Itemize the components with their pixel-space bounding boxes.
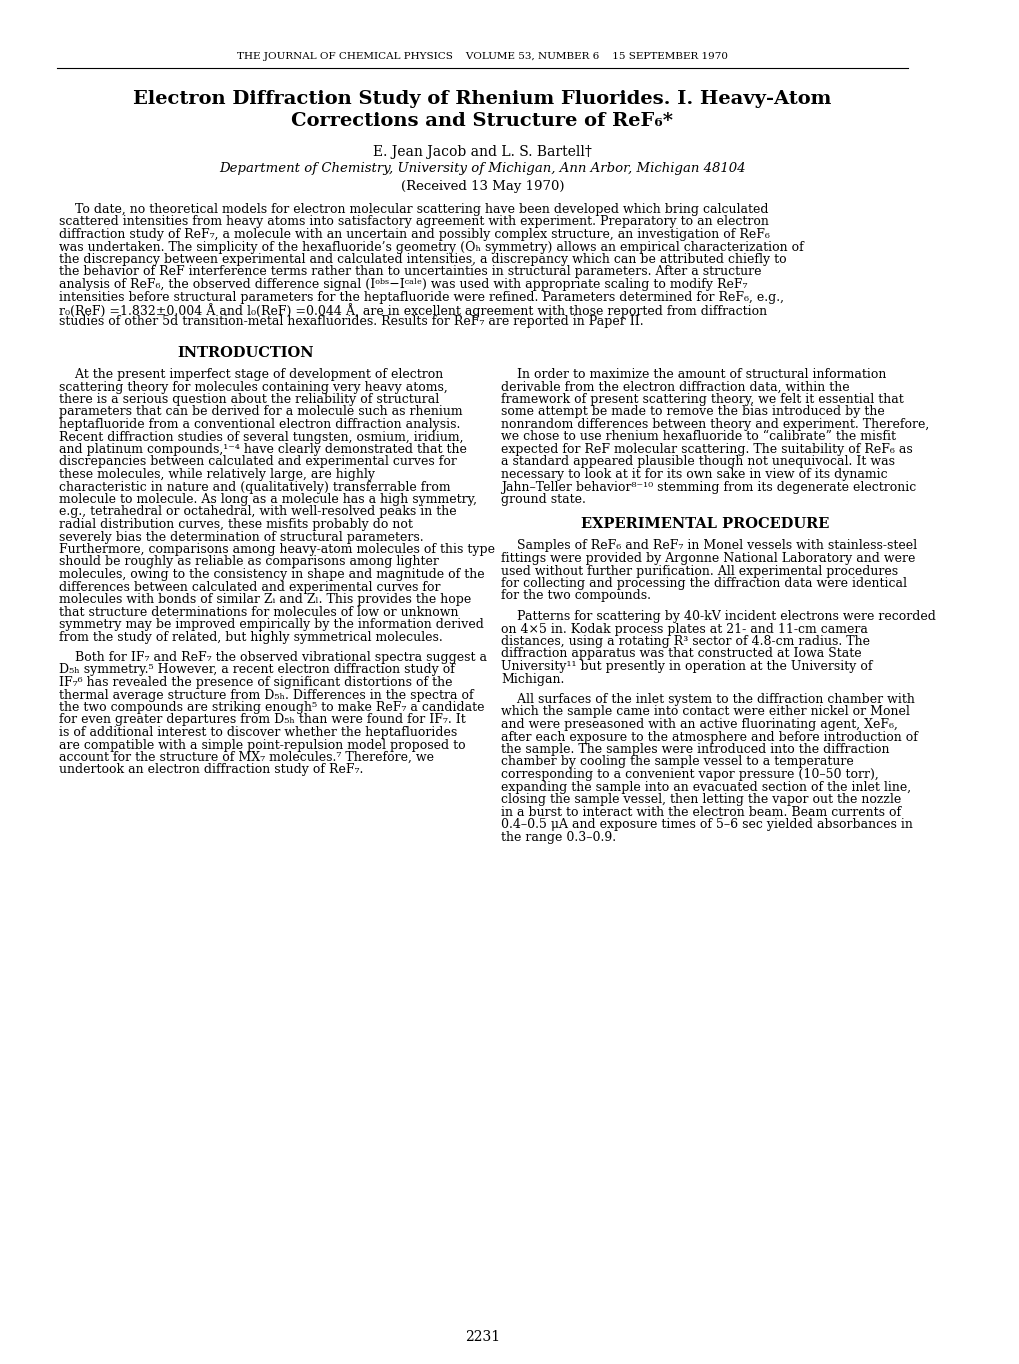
Text: Department of Chemistry, University of Michigan, Ann Arbor, Michigan 48104: Department of Chemistry, University of M…: [219, 162, 745, 175]
Text: these molecules, while relatively large, are highly: these molecules, while relatively large,…: [58, 468, 374, 481]
Text: heptafluoride from a conventional electron diffraction analysis.: heptafluoride from a conventional electr…: [58, 417, 460, 431]
Text: for the two compounds.: for the two compounds.: [501, 589, 651, 603]
Text: some attempt be made to remove the bias introduced by the: some attempt be made to remove the bias …: [501, 405, 884, 419]
Text: r₀(ReF) =1.832±0.004 Å and l₀(ReF) =0.044 Å, are in excellent agreement with tho: r₀(ReF) =1.832±0.004 Å and l₀(ReF) =0.04…: [58, 303, 766, 318]
Text: from the study of related, but highly symmetrical molecules.: from the study of related, but highly sy…: [58, 630, 442, 644]
Text: Patterns for scattering by 40-kV incident electrons were recorded: Patterns for scattering by 40-kV inciden…: [501, 610, 935, 623]
Text: University¹¹ but presently in operation at the University of: University¹¹ but presently in operation …: [501, 660, 872, 672]
Text: we chose to use rhenium hexafluoride to “calibrate” the misfit: we chose to use rhenium hexafluoride to …: [501, 431, 896, 443]
Text: the sample. The samples were introduced into the diffraction: the sample. The samples were introduced …: [501, 743, 889, 756]
Text: distances, using a rotating R³ sector of 4.8-cm radius. The: distances, using a rotating R³ sector of…: [501, 636, 869, 648]
Text: undertook an electron diffraction study of ReF₇.: undertook an electron diffraction study …: [58, 764, 363, 776]
Text: Jahn–Teller behavior⁸⁻¹⁰ stemming from its degenerate electronic: Jahn–Teller behavior⁸⁻¹⁰ stemming from i…: [501, 480, 916, 494]
Text: E. Jean Jacob and L. S. Bartell†: E. Jean Jacob and L. S. Bartell†: [373, 145, 591, 160]
Text: should be roughly as reliable as comparisons among lighter: should be roughly as reliable as compari…: [58, 555, 438, 569]
Text: Both for IF₇ and ReF₇ the observed vibrational spectra suggest a: Both for IF₇ and ReF₇ the observed vibra…: [58, 651, 486, 664]
Text: scattering theory for molecules containing very heavy atoms,: scattering theory for molecules containi…: [58, 381, 447, 393]
Text: and platinum compounds,¹⁻⁴ have clearly demonstrated that the: and platinum compounds,¹⁻⁴ have clearly …: [58, 443, 466, 456]
Text: molecule to molecule. As long as a molecule has a high symmetry,: molecule to molecule. As long as a molec…: [58, 492, 476, 506]
Text: 0.4–0.5 μA and exposure times of 5–6 sec yielded absorbances in: 0.4–0.5 μA and exposure times of 5–6 sec…: [501, 818, 912, 831]
Text: In order to maximize the amount of structural information: In order to maximize the amount of struc…: [501, 368, 886, 381]
Text: D₅ₕ symmetry.⁵ However, a recent electron diffraction study of: D₅ₕ symmetry.⁵ However, a recent electro…: [58, 663, 454, 677]
Text: chamber by cooling the sample vessel to a temperature: chamber by cooling the sample vessel to …: [501, 756, 853, 768]
Text: parameters that can be derived for a molecule such as rhenium: parameters that can be derived for a mol…: [58, 405, 462, 419]
Text: 2231: 2231: [465, 1330, 499, 1344]
Text: (Received 13 May 1970): (Received 13 May 1970): [400, 180, 564, 192]
Text: the range 0.3–0.9.: the range 0.3–0.9.: [501, 831, 615, 843]
Text: Corrections and Structure of ReF₆*: Corrections and Structure of ReF₆*: [291, 112, 673, 130]
Text: are compatible with a simple point-repulsion model proposed to: are compatible with a simple point-repul…: [58, 738, 465, 752]
Text: analysis of ReF₆, the observed difference signal (Iᵒᵇˢ−Iᶜᵃˡᵉ) was used with appr: analysis of ReF₆, the observed differenc…: [58, 278, 746, 291]
Text: which the sample came into contact were either nickel or Monel: which the sample came into contact were …: [501, 705, 909, 719]
Text: used without further purification. All experimental procedures: used without further purification. All e…: [501, 565, 898, 577]
Text: Furthermore, comparisons among heavy-atom molecules of this type: Furthermore, comparisons among heavy-ato…: [58, 543, 494, 557]
Text: is of additional interest to discover whether the heptafluorides: is of additional interest to discover wh…: [58, 726, 457, 739]
Text: molecules, owing to the consistency in shape and magnitude of the: molecules, owing to the consistency in s…: [58, 567, 484, 581]
Text: symmetry may be improved empirically by the information derived: symmetry may be improved empirically by …: [58, 618, 483, 632]
Text: that structure determinations for molecules of low or unknown: that structure determinations for molecu…: [58, 606, 458, 618]
Text: IF₇⁶ has revealed the presence of significant distortions of the: IF₇⁶ has revealed the presence of signif…: [58, 677, 451, 689]
Text: discrepancies between calculated and experimental curves for: discrepancies between calculated and exp…: [58, 456, 457, 468]
Text: Michigan.: Michigan.: [501, 672, 565, 686]
Text: account for the structure of MX₇ molecules.⁷ Therefore, we: account for the structure of MX₇ molecul…: [58, 752, 433, 764]
Text: Electron Diffraction Study of Rhenium Fluorides. I. Heavy-Atom: Electron Diffraction Study of Rhenium Fl…: [133, 90, 830, 108]
Text: after each exposure to the atmosphere and before introduction of: after each exposure to the atmosphere an…: [501, 731, 917, 743]
Text: ground state.: ground state.: [501, 492, 586, 506]
Text: nonrandom differences between theory and experiment. Therefore,: nonrandom differences between theory and…: [501, 417, 928, 431]
Text: in a burst to interact with the electron beam. Beam currents of: in a burst to interact with the electron…: [501, 806, 901, 818]
Text: there is a serious question about the reliability of structural: there is a serious question about the re…: [58, 393, 438, 406]
Text: EXPERIMENTAL PROCEDURE: EXPERIMENTAL PROCEDURE: [580, 517, 828, 532]
Text: necessary to look at it for its own sake in view of its dynamic: necessary to look at it for its own sake…: [501, 468, 888, 481]
Text: diffraction study of ReF₇, a molecule with an uncertain and possibly complex str: diffraction study of ReF₇, a molecule wi…: [58, 228, 768, 241]
Text: scattered intensities from heavy atoms into satisfactory agreement with experime: scattered intensities from heavy atoms i…: [58, 216, 767, 229]
Text: INTRODUCTION: INTRODUCTION: [177, 346, 314, 360]
Text: was undertaken. The simplicity of the hexafluoride’s geometry (Oₕ symmetry) allo: was undertaken. The simplicity of the he…: [58, 240, 803, 254]
Text: corresponding to a convenient vapor pressure (10–50 torr),: corresponding to a convenient vapor pres…: [501, 768, 878, 782]
Text: the behavior of ReF interference terms rather than to uncertainties in structura: the behavior of ReF interference terms r…: [58, 266, 760, 278]
Text: fittings were provided by Argonne National Laboratory and were: fittings were provided by Argonne Nation…: [501, 552, 915, 565]
Text: thermal average structure from D₅ₕ. Differences in the spectra of: thermal average structure from D₅ₕ. Diff…: [58, 689, 473, 701]
Text: the two compounds are striking enough⁵ to make ReF₇ a candidate: the two compounds are striking enough⁵ t…: [58, 701, 484, 713]
Text: studies of other 5d transition-metal hexafluorides. Results for ReF₇ are reporte: studies of other 5d transition-metal hex…: [58, 315, 643, 329]
Text: expected for ReF molecular scattering. The suitability of ReF₆ as: expected for ReF molecular scattering. T…: [501, 443, 912, 456]
Text: molecules with bonds of similar Zᵢ and Zₗ. This provides the hope: molecules with bonds of similar Zᵢ and Z…: [58, 593, 471, 606]
Text: e.g., tetrahedral or octahedral, with well-resolved peaks in the: e.g., tetrahedral or octahedral, with we…: [58, 506, 455, 518]
Text: on 4×5 in. Kodak process plates at 21- and 11-cm camera: on 4×5 in. Kodak process plates at 21- a…: [501, 622, 867, 636]
Text: for even greater departures from D₅ₕ than were found for IF₇. It: for even greater departures from D₅ₕ tha…: [58, 713, 465, 727]
Text: severely bias the determination of structural parameters.: severely bias the determination of struc…: [58, 531, 423, 543]
Text: intensities before structural parameters for the heptafluoride were refined. Par: intensities before structural parameters…: [58, 291, 783, 304]
Text: All surfaces of the inlet system to the diffraction chamber with: All surfaces of the inlet system to the …: [501, 693, 914, 707]
Text: To date, no theoretical models for electron molecular scattering have been devel: To date, no theoretical models for elect…: [58, 203, 767, 216]
Text: Samples of ReF₆ and ReF₇ in Monel vessels with stainless-steel: Samples of ReF₆ and ReF₇ in Monel vessel…: [501, 540, 916, 552]
Text: and were preseasoned with an active fluorinating agent, XeF₆,: and were preseasoned with an active fluo…: [501, 717, 898, 731]
Text: expanding the sample into an evacuated section of the inlet line,: expanding the sample into an evacuated s…: [501, 780, 911, 794]
Text: for collecting and processing the diffraction data were identical: for collecting and processing the diffra…: [501, 577, 907, 591]
Text: closing the sample vessel, then letting the vapor out the nozzle: closing the sample vessel, then letting …: [501, 792, 901, 806]
Text: the discrepancy between experimental and calculated intensities, a discrepancy w: the discrepancy between experimental and…: [58, 252, 786, 266]
Text: radial distribution curves, these misfits probably do not: radial distribution curves, these misfit…: [58, 518, 412, 531]
Text: derivable from the electron diffraction data, within the: derivable from the electron diffraction …: [501, 381, 849, 393]
Text: characteristic in nature and (qualitatively) transferrable from: characteristic in nature and (qualitativ…: [58, 480, 449, 494]
Text: a standard appeared plausible though not unequivocal. It was: a standard appeared plausible though not…: [501, 456, 895, 468]
Text: differences between calculated and experimental curves for: differences between calculated and exper…: [58, 581, 440, 593]
Text: diffraction apparatus was that constructed at Iowa State: diffraction apparatus was that construct…: [501, 648, 861, 660]
Text: THE JOURNAL OF CHEMICAL PHYSICS    VOLUME 53, NUMBER 6    15 SEPTEMBER 1970: THE JOURNAL OF CHEMICAL PHYSICS VOLUME 5…: [236, 52, 728, 61]
Text: framework of present scattering theory, we felt it essential that: framework of present scattering theory, …: [501, 393, 903, 406]
Text: At the present imperfect stage of development of electron: At the present imperfect stage of develo…: [58, 368, 442, 381]
Text: Recent diffraction studies of several tungsten, osmium, iridium,: Recent diffraction studies of several tu…: [58, 431, 463, 443]
